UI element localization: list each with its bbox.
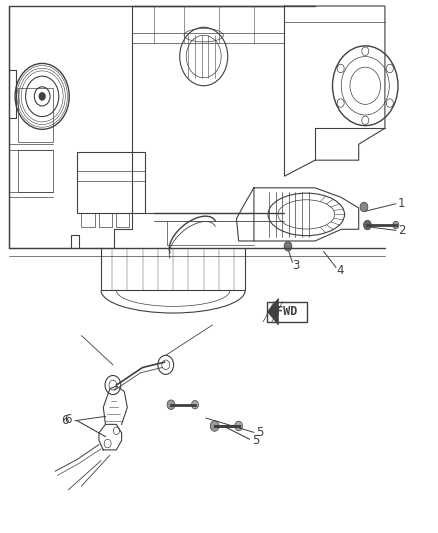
Bar [117,213,130,227]
Text: 4: 4 [336,264,343,277]
Text: 1: 1 [398,197,406,211]
Text: FWD: FWD [276,305,298,318]
Bar [81,213,95,227]
Bar [99,213,112,227]
Circle shape [39,93,45,100]
Circle shape [167,400,175,409]
Bar [18,88,53,142]
Bar [77,152,145,213]
Circle shape [210,421,219,431]
Text: 6: 6 [64,413,72,425]
Text: 5: 5 [256,426,264,439]
Circle shape [364,220,371,230]
Text: 6: 6 [61,414,68,427]
Circle shape [284,241,292,251]
Polygon shape [268,298,279,325]
Bar [18,150,53,192]
Text: 5: 5 [252,434,259,447]
Circle shape [191,400,198,409]
Text: 2: 2 [398,224,406,237]
Circle shape [235,421,243,431]
Text: 3: 3 [292,259,300,272]
Circle shape [360,202,368,212]
Circle shape [393,221,399,229]
Bar [268,302,307,322]
